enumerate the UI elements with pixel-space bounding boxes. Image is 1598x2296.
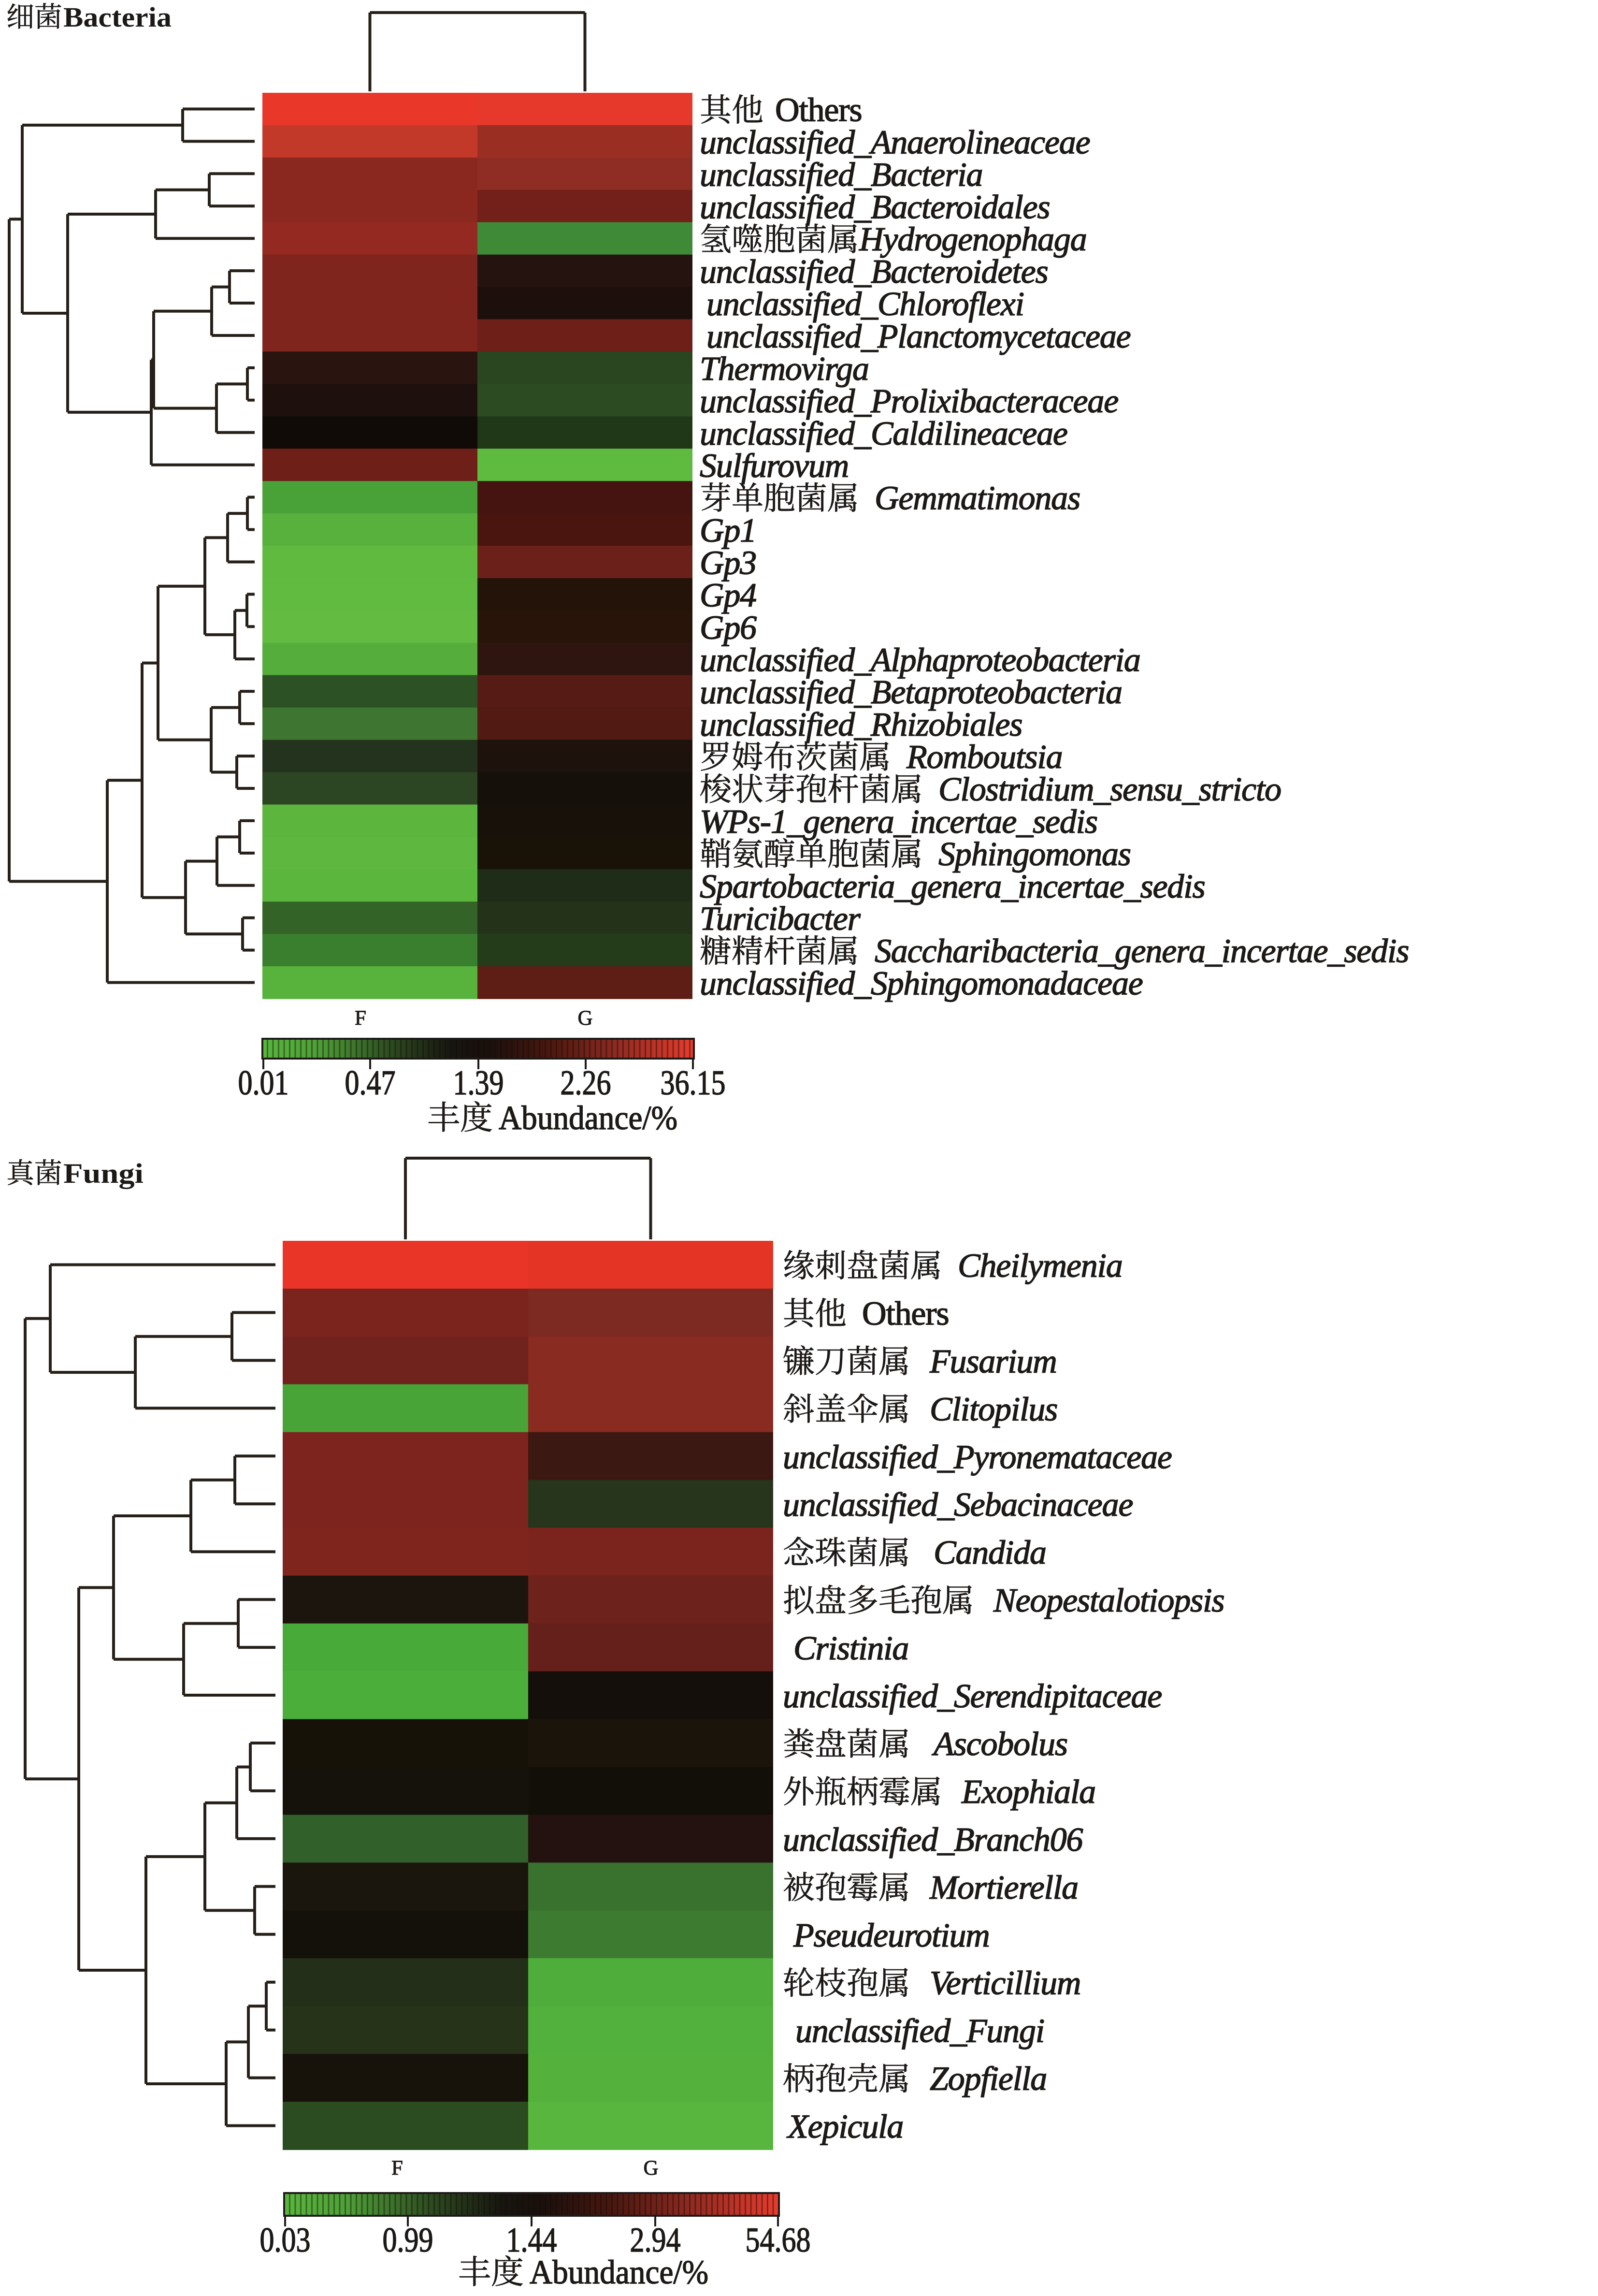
svg-text:unclassified_Prolixibacteracea: unclassified_Prolixibacteraceae — [700, 383, 1118, 420]
svg-text:Fusarium: Fusarium — [929, 1343, 1057, 1380]
svg-text:Ascobolus: Ascobolus — [932, 1726, 1067, 1763]
svg-text:Clitopilus: Clitopilus — [930, 1391, 1057, 1428]
svg-text:unclassified_Bacteroidales: unclassified_Bacteroidales — [700, 189, 1050, 226]
svg-text:Thermovirga: Thermovirga — [700, 350, 869, 388]
svg-text:Gp6: Gp6 — [700, 609, 757, 646]
svg-text:Cheilymenia: Cheilymenia — [958, 1248, 1123, 1285]
svg-text:Clostridium_sensu_stricto: Clostridium_sensu_stricto — [938, 771, 1281, 808]
svg-text:1.44: 1.44 — [506, 2221, 557, 2259]
svg-text:Sulfurovum: Sulfurovum — [700, 448, 849, 485]
svg-text:2.26: 2.26 — [561, 1063, 611, 1102]
svg-text:WPs-1_genera_incertae_sedis: WPs-1_genera_incertae_sedis — [700, 803, 1097, 841]
svg-text:Saccharibacteria_genera_incert: Saccharibacteria_genera_incertae_sedis — [875, 933, 1409, 970]
svg-text:36.15: 36.15 — [661, 1063, 726, 1102]
svg-text:Hydrogenophaga: Hydrogenophaga — [859, 221, 1087, 258]
svg-text:Pseudeurotium: Pseudeurotium — [793, 1917, 990, 1954]
svg-text:Others: Others — [862, 1295, 949, 1332]
svg-text:Sphingomonas: Sphingomonas — [938, 836, 1131, 873]
svg-text:Spartobacteria_genera_incertae: Spartobacteria_genera_incertae_sedis — [700, 868, 1205, 905]
svg-text:G: G — [643, 2157, 658, 2180]
svg-text:Gp3: Gp3 — [700, 545, 756, 582]
svg-text:unclassified_Anaerolineaceae: unclassified_Anaerolineaceae — [700, 124, 1090, 161]
svg-text:unclassified_Fungi: unclassified_Fungi — [795, 2013, 1044, 2050]
svg-text:Romboutsia: Romboutsia — [906, 739, 1062, 776]
svg-text:unclassified_Serendipitaceae: unclassified_Serendipitaceae — [783, 1678, 1162, 1715]
svg-text:unclassified_Planctomycetaceae: unclassified_Planctomycetaceae — [706, 318, 1131, 355]
svg-text:Gemmatimonas: Gemmatimonas — [875, 480, 1080, 517]
svg-text:1.39: 1.39 — [453, 1063, 504, 1102]
svg-text:Gp4: Gp4 — [700, 577, 756, 614]
svg-text:Gp1: Gp1 — [700, 512, 756, 550]
svg-text:Bacteria: Bacteria — [63, 1, 172, 33]
svg-text:Exophiala: Exophiala — [961, 1773, 1095, 1811]
svg-text:unclassified_Bacteroidetes: unclassified_Bacteroidetes — [700, 253, 1048, 291]
svg-text:unclassified_Caldilineaceae: unclassified_Caldilineaceae — [700, 415, 1067, 452]
svg-text:unclassified_Chloroflexi: unclassified_Chloroflexi — [706, 286, 1024, 323]
svg-text:0.01: 0.01 — [238, 1063, 289, 1102]
svg-text:Abundance/%: Abundance/% — [530, 2254, 708, 2291]
svg-text:Abundance/%: Abundance/% — [499, 1100, 677, 1137]
svg-text:unclassified_Rhizobiales: unclassified_Rhizobiales — [700, 706, 1022, 743]
svg-text:unclassified_Pyronemataceae: unclassified_Pyronemataceae — [783, 1439, 1172, 1476]
svg-text:Verticillium: Verticillium — [930, 1965, 1080, 2002]
svg-text:Neopestalotiopsis: Neopestalotiopsis — [993, 1582, 1224, 1619]
svg-text:Xepicula: Xepicula — [786, 2108, 903, 2146]
svg-text:F: F — [355, 1007, 366, 1030]
svg-text:Mortierella: Mortierella — [929, 1869, 1078, 1906]
svg-text:2.94: 2.94 — [630, 2221, 681, 2259]
svg-text:Cristinia: Cristinia — [793, 1630, 908, 1667]
svg-text:Zopfiella: Zopfiella — [930, 2061, 1047, 2098]
svg-text:unclassified_Alphaproteobacter: unclassified_Alphaproteobacteria — [700, 641, 1140, 679]
svg-text:Candida: Candida — [934, 1534, 1046, 1571]
svg-text:Fungi: Fungi — [63, 1158, 144, 1189]
svg-text:Others: Others — [775, 92, 862, 129]
svg-text:unclassified_Bacteria: unclassified_Bacteria — [700, 156, 982, 193]
svg-text:unclassified_Sphingomonadaceae: unclassified_Sphingomonadaceae — [700, 965, 1143, 1003]
svg-text:Turicibacter: Turicibacter — [700, 901, 861, 938]
svg-text:54.68: 54.68 — [746, 2221, 811, 2259]
svg-text:0.99: 0.99 — [383, 2221, 433, 2259]
svg-text:unclassified_Branch06: unclassified_Branch06 — [783, 1821, 1083, 1859]
svg-text:unclassified_Sebacinaceae: unclassified_Sebacinaceae — [783, 1486, 1133, 1524]
svg-text:unclassified_Betaproteobacteri: unclassified_Betaproteobacteria — [700, 674, 1122, 711]
svg-text:G: G — [577, 1007, 592, 1030]
svg-text:0.47: 0.47 — [345, 1063, 396, 1102]
svg-text:F: F — [391, 2157, 403, 2180]
svg-text:0.03: 0.03 — [260, 2221, 311, 2259]
